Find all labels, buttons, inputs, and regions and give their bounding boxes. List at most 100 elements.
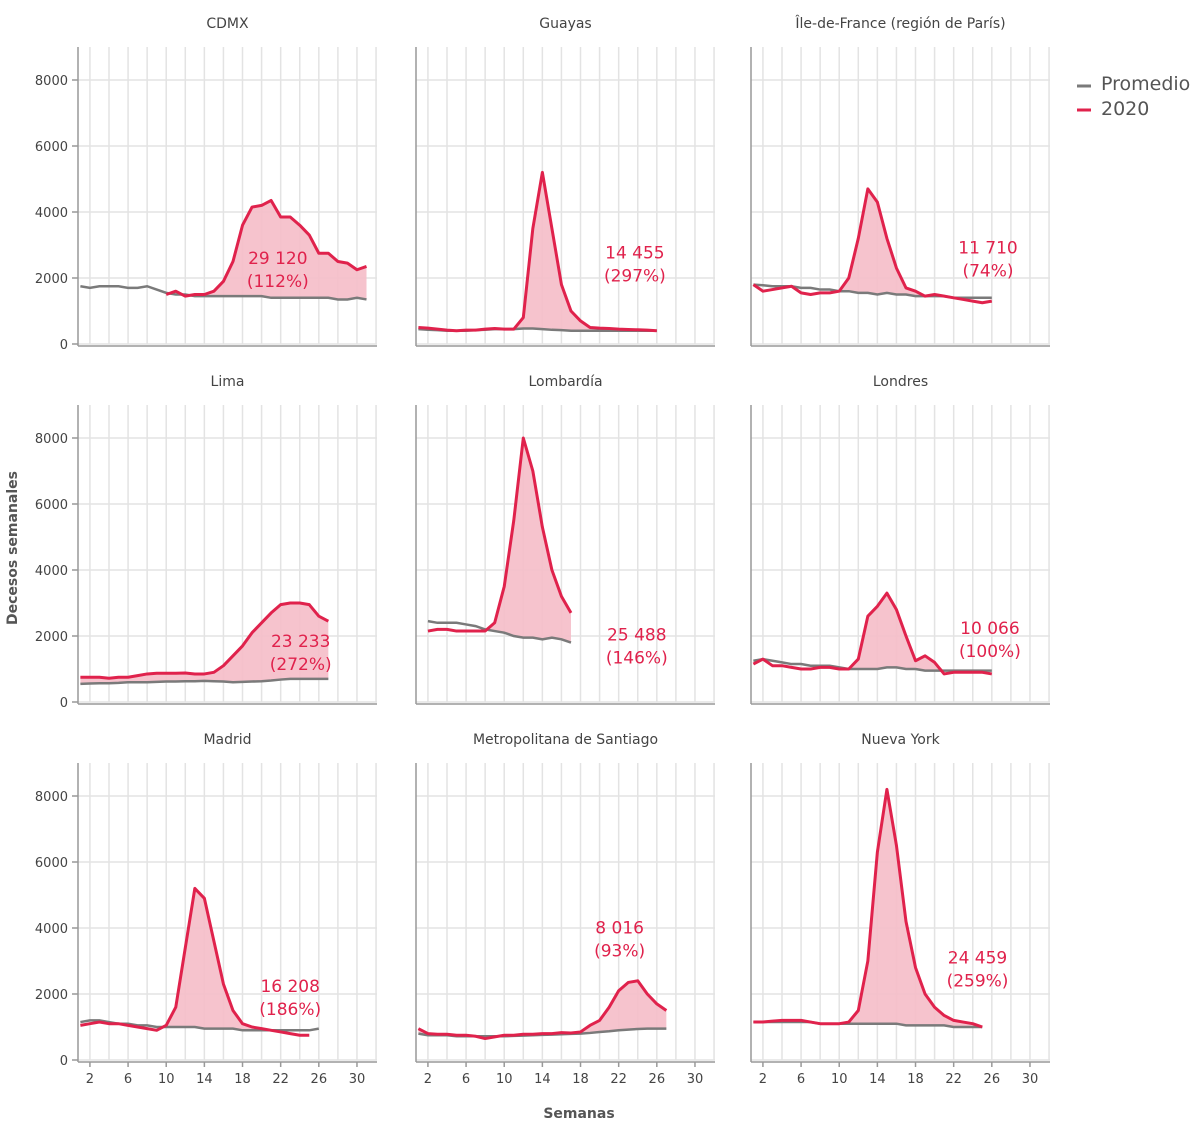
x-tick-label: 2 [86, 1072, 94, 1087]
promedio-line [753, 657, 992, 672]
promedio-line [80, 677, 329, 686]
excess-percent-label: (186%) [259, 1000, 321, 1020]
x-tick-label: 22 [610, 1072, 627, 1087]
excess-percent-label: (74%) [962, 262, 1013, 282]
line-2020 [417, 979, 668, 1041]
line-2020 [165, 198, 367, 298]
excess-percent-label: (112%) [247, 272, 309, 292]
x-axis-label: Semanas [543, 1106, 614, 1122]
x-tick-label: 10 [496, 1072, 513, 1087]
excess-deaths-area [753, 789, 983, 1027]
excess-deaths-area [418, 980, 667, 1037]
panel-title: Madrid [203, 732, 251, 748]
line-2020 [752, 187, 993, 305]
excess-deaths-area [80, 888, 310, 1031]
x-tick-label: 14 [534, 1072, 551, 1087]
excess-percent-label: (297%) [604, 267, 666, 287]
panel-title: Île-de-France (región de París) [794, 14, 1005, 32]
panel-title: Lima [211, 374, 245, 390]
line-2020 [427, 436, 573, 633]
excess-total-label: 8 016 [595, 919, 644, 939]
x-tick-label: 30 [687, 1072, 704, 1087]
y-tick-label: 2000 [35, 988, 68, 1003]
y-axis-label: Decesos semanales [5, 471, 21, 625]
excess-percent-label: (259%) [947, 972, 1009, 992]
panel-cdmx: CDMX 0 2000 4000 6000 8000 29 120 (112%) [35, 16, 377, 353]
y-tick-label: 4000 [35, 206, 68, 221]
excess-deaths-area [753, 593, 992, 671]
y-tick-label: 4000 [35, 922, 68, 937]
x-tick-label: 30 [1022, 1072, 1039, 1087]
x-tick-label: 10 [831, 1072, 848, 1087]
x-tick-label: 18 [234, 1072, 251, 1087]
legend-label-2020: 2020 [1101, 98, 1149, 120]
x-tick-label: 6 [462, 1072, 470, 1087]
y-tick-label: 8000 [35, 74, 68, 89]
excess-deaths-area [418, 172, 657, 331]
legend: Promedio 2020 [1077, 73, 1190, 120]
panel-title: Lombardía [528, 374, 602, 390]
excess-total-label: 10 066 [960, 619, 1019, 639]
legend-label-promedio: Promedio [1101, 73, 1190, 95]
y-tick-label: 8000 [35, 432, 68, 447]
panel-title: Nueva York [861, 732, 940, 748]
excess-deaths-area [753, 188, 992, 298]
excess-deaths-area [166, 200, 367, 300]
y-tick-label: 6000 [35, 498, 68, 513]
x-tick-label: 18 [907, 1072, 924, 1087]
line-2020 [752, 591, 993, 676]
panel-title: Guayas [539, 16, 591, 32]
panel-title: Metropolitana de Santiago [473, 732, 658, 748]
x-tick-label: 18 [572, 1072, 589, 1087]
x-tick-label: 6 [797, 1072, 805, 1087]
x-tick-label: 2 [424, 1072, 432, 1087]
x-tick-label: 22 [272, 1072, 289, 1087]
y-tick-label: 2000 [35, 272, 68, 287]
excess-total-label: 16 208 [260, 977, 319, 997]
panel-londres: Londres 10 066 (100%) [750, 374, 1050, 705]
y-tick-label: 4000 [35, 564, 68, 579]
excess-percent-label: (93%) [594, 942, 645, 962]
panel-title: Londres [873, 374, 928, 390]
excess-total-label: 23 233 [271, 632, 330, 652]
promedio-line [80, 284, 367, 301]
panel-lima: Lima 0 2000 4000 6000 8000 23 233 (272%) [35, 374, 377, 711]
y-tick-label: 0 [60, 1054, 68, 1069]
excess-deaths-area [80, 603, 329, 684]
panel--le-de-france-regi-n-de-par-s-: Île-de-France (región de París) 11 710 (74… [750, 14, 1050, 347]
y-tick-label: 0 [60, 338, 68, 353]
y-tick-label: 0 [60, 696, 68, 711]
panel-title: CDMX [206, 16, 249, 32]
line-2020 [418, 170, 657, 333]
excess-total-label: 24 459 [948, 949, 1007, 969]
excess-percent-label: (272%) [270, 655, 332, 675]
excess-total-label: 11 710 [958, 239, 1017, 259]
line-2020 [80, 601, 330, 680]
excess-total-label: 14 455 [605, 244, 664, 264]
x-tick-label: 26 [649, 1072, 666, 1087]
x-tick-label: 2 [759, 1072, 767, 1087]
line-2020 [753, 787, 983, 1029]
x-tick-label: 26 [311, 1072, 328, 1087]
x-tick-label: 14 [196, 1072, 213, 1087]
excess-percent-label: (146%) [606, 649, 668, 669]
x-tick-label: 30 [349, 1072, 366, 1087]
y-tick-label: 8000 [35, 790, 68, 805]
line-2020 [80, 886, 310, 1037]
excess-total-label: 29 120 [248, 249, 307, 269]
x-tick-label: 6 [124, 1072, 132, 1087]
panel-lombard-a: Lombardía 25 488 (146%) [415, 374, 715, 705]
x-tick-label: 14 [869, 1072, 886, 1087]
x-tick-label: 26 [984, 1072, 1001, 1087]
panel-guayas: Guayas 14 455 (297%) [415, 16, 715, 347]
excess-total-label: 25 488 [607, 626, 666, 646]
promedio-line [427, 619, 572, 644]
y-tick-label: 6000 [35, 140, 68, 155]
excess-deaths-area [427, 438, 571, 643]
x-tick-label: 22 [945, 1072, 962, 1087]
x-tick-label: 10 [158, 1072, 175, 1087]
